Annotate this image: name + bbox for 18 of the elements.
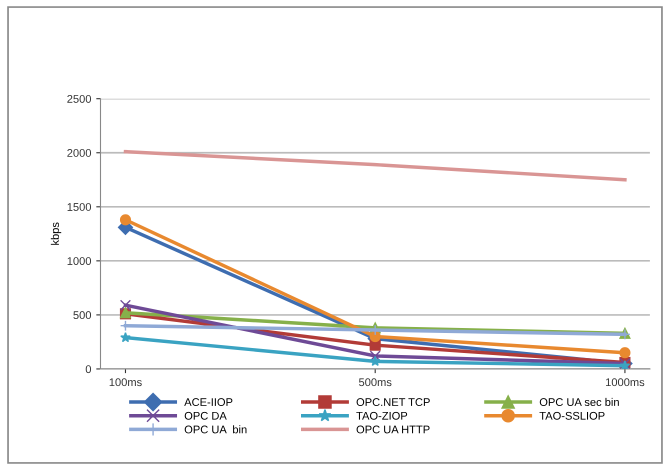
legend-label: OPC UA bin [184,425,246,434]
y-tick-label: 2000 [67,149,92,157]
legend-label: OPC UA sec bin [540,398,619,406]
y-tick-label: 2500 [67,94,92,103]
x-tick-label: 500ms [358,378,392,386]
y-axis-title: kbps [50,222,62,245]
legend-label: OPC.NET TCP [356,398,430,406]
y-tick-label: 1500 [68,203,92,211]
y-tick-label: 0 [86,365,92,374]
x-tick-label: 1000ms [606,378,644,386]
y-tick-label: 500 [73,311,92,320]
x-tick-label: 100ms [110,378,142,386]
legend-label: OPC DA [184,412,227,420]
legend-label: OPC UA HTTP [356,426,430,434]
legend-label: TAO-SSLIOP [540,412,605,420]
y-tick-label: 1000 [68,257,92,265]
legend-label: TAO-ZIOP [356,412,408,420]
legend-label: ACE-IIOP [184,398,232,406]
